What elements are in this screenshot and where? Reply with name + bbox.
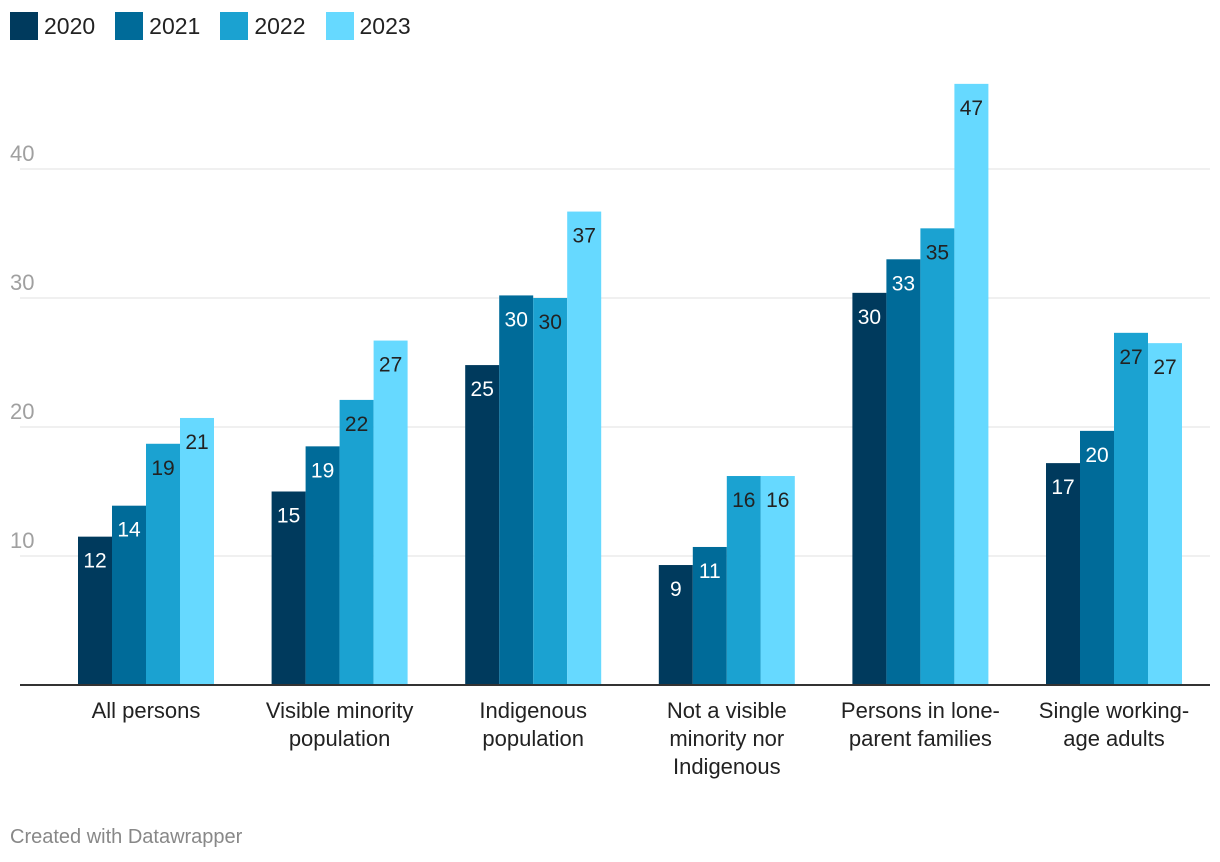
bar-2023 — [180, 418, 214, 685]
bar-2020 — [852, 293, 886, 685]
bar-2021 — [886, 259, 920, 685]
x-tick-label-line: Indigenous — [479, 698, 587, 723]
x-tick-label-line: age adults — [1063, 726, 1165, 751]
bar-value-label: 37 — [573, 225, 596, 248]
bar-value-label: 17 — [1051, 476, 1074, 499]
bar-value-label: 27 — [1153, 356, 1176, 379]
x-tick-label-line: Persons in lone- — [841, 698, 1000, 723]
bar-2022 — [1114, 333, 1148, 685]
bar-value-label: 30 — [858, 306, 881, 329]
footer-credit: Created with Datawrapper — [10, 826, 242, 849]
bar-value-label: 11 — [699, 560, 721, 583]
bar-value-label: 9 — [670, 578, 682, 601]
bar-2022 — [533, 298, 567, 685]
x-tick-label-line: Not a visible — [667, 698, 787, 723]
bar-value-label: 27 — [379, 354, 402, 377]
bar-value-label: 19 — [311, 459, 334, 482]
bar-value-label: 20 — [1085, 444, 1108, 467]
bar-2022 — [146, 444, 180, 685]
x-tick-label-line: Visible minority — [266, 698, 414, 723]
bar-value-label: 21 — [185, 431, 208, 454]
bar-2020 — [465, 365, 499, 685]
bar-value-label: 16 — [766, 489, 789, 512]
bar-value-label: 22 — [345, 413, 368, 436]
bar-2022 — [340, 400, 374, 685]
bar-chart: 10 20 30 40 12 14 19 21 All persons 15 19 22 27 Visib… — [0, 0, 1220, 862]
x-tick-label-line: minority nor — [669, 726, 784, 751]
x-tick-label-line: Indigenous — [673, 754, 781, 779]
x-tick-label: Indigenous population — [479, 698, 587, 751]
x-tick-label-line: All persons — [92, 698, 201, 723]
bar-value-label: 14 — [117, 519, 141, 542]
bar-value-label: 16 — [732, 489, 755, 512]
bar-2023 — [374, 341, 408, 685]
x-tick-label-line: Single working- — [1039, 698, 1189, 723]
bar-value-label: 12 — [83, 550, 106, 573]
y-tick-label: 10 — [10, 528, 34, 553]
x-tick-label-line: parent families — [849, 726, 992, 751]
bar-value-label: 33 — [892, 272, 915, 295]
bar-2022 — [920, 228, 954, 685]
bar-value-label: 27 — [1119, 346, 1142, 369]
bar-value-label: 30 — [539, 311, 562, 334]
y-tick-label: 30 — [10, 270, 34, 295]
x-tick-label-line: population — [482, 726, 584, 751]
bar-2021 — [1080, 431, 1114, 685]
bar-value-label: 35 — [926, 241, 949, 264]
bar-2023 — [1148, 343, 1182, 685]
bar-value-label: 19 — [151, 457, 174, 480]
bar-value-label: 15 — [277, 505, 300, 528]
bar-2023 — [567, 212, 601, 685]
x-tick-label: Persons in lone-parent families — [841, 698, 1000, 751]
x-tick-label: Single working-age adults — [1039, 698, 1189, 751]
x-tick-label: Visible minority population — [266, 698, 414, 751]
bar-value-label: 30 — [505, 308, 528, 331]
bar-value-label: 25 — [471, 378, 494, 401]
x-tick-label: All persons — [92, 698, 201, 723]
x-tick-label-line: population — [289, 726, 391, 751]
bar-2023 — [954, 84, 988, 685]
bar-value-label: 47 — [960, 97, 983, 120]
x-tick-label: Not a visible minority nor Indigenous — [667, 698, 787, 779]
y-tick-label: 20 — [10, 399, 34, 424]
y-tick-label: 40 — [10, 141, 34, 166]
bar-2021 — [499, 295, 533, 685]
